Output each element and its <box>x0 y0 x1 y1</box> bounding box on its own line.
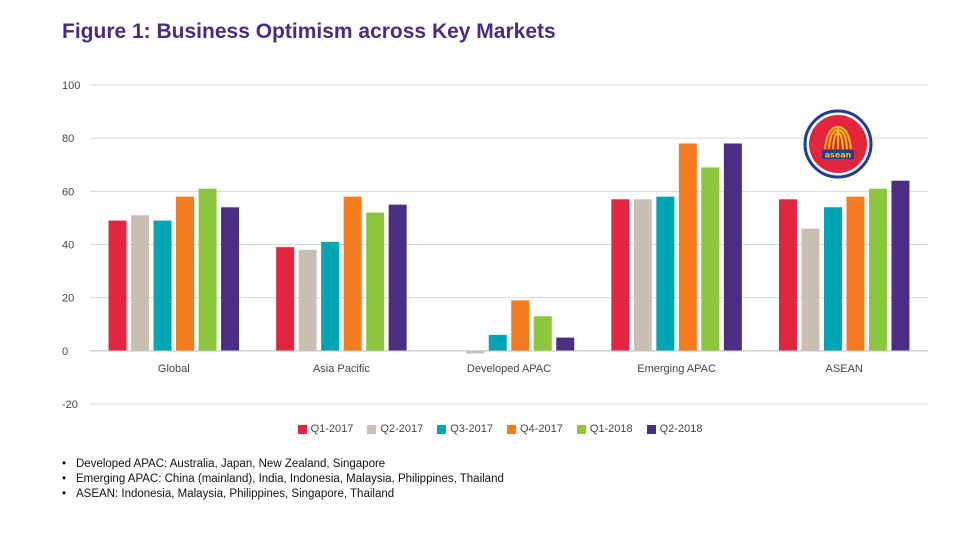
bar <box>466 350 485 354</box>
legend-label: Q4-2017 <box>520 423 563 435</box>
bar <box>198 188 217 351</box>
legend: Q1-2017 Q2-2017 Q3-2017 Q4-2017 Q1-2018 Q2-20… <box>0 423 960 435</box>
bar <box>701 167 720 351</box>
legend-item: Q1-2018 <box>576 423 633 435</box>
legend-swatch <box>576 424 586 434</box>
chart-title: Figure 1: Business Optimism across Key M… <box>62 20 556 43</box>
bar <box>556 337 575 351</box>
bar <box>488 334 507 351</box>
legend-item: Q3-2017 <box>437 423 493 435</box>
bar <box>723 143 742 351</box>
legend-label: Q2-2018 <box>659 423 703 435</box>
x-category-label: Global <box>158 363 190 375</box>
bar <box>153 220 172 351</box>
bar <box>343 196 362 351</box>
legend-item: Q2-2018 <box>646 423 703 435</box>
legend-swatch <box>437 424 447 434</box>
y-tick-label: 60 <box>62 186 74 198</box>
legend-label: Q1-2018 <box>589 423 633 435</box>
x-category-label: Developed APAC <box>467 363 551 375</box>
legend-swatch <box>507 424 516 434</box>
legend-item: Q4-2017 <box>507 423 563 435</box>
footnotes: Developed APAC: Australia, Japan, New Ze… <box>62 458 504 503</box>
bar <box>823 207 842 351</box>
legend-swatch <box>367 424 377 434</box>
bar <box>176 196 195 351</box>
bar <box>801 228 820 351</box>
x-category-label: Emerging APAC <box>637 363 716 375</box>
footnote-emerging-apac: Emerging APAC: China (mainland), India, … <box>62 473 504 485</box>
legend-item: Q1-2017 <box>297 423 354 435</box>
bar <box>868 188 887 351</box>
bar <box>511 300 530 351</box>
legend-label: Q2-2017 <box>380 423 424 435</box>
bar <box>221 207 240 351</box>
bar <box>891 180 910 351</box>
footnote-asean: ASEAN: Indonesia, Malaysia, Philippines,… <box>62 488 504 500</box>
x-category-label: ASEAN <box>826 363 863 375</box>
x-category-label: Asia Pacific <box>313 363 370 375</box>
y-tick-label: 80 <box>62 133 74 145</box>
y-tick-label: 40 <box>62 240 74 252</box>
bar <box>846 196 865 351</box>
bar <box>678 143 697 351</box>
asean-logo-icon: asean <box>803 109 873 184</box>
bar <box>276 247 295 351</box>
legend-label: Q1-2017 <box>310 423 354 435</box>
legend-label: Q3-2017 <box>450 423 493 435</box>
bar <box>533 316 552 351</box>
footnote-developed-apac: Developed APAC: Australia, Japan, New Ze… <box>62 458 504 470</box>
y-tick-label: 100 <box>62 80 80 92</box>
bar <box>611 199 630 351</box>
bar <box>388 204 407 351</box>
bar <box>131 215 150 351</box>
bar <box>298 249 317 351</box>
bar <box>366 212 385 351</box>
y-tick-label: -20 <box>62 399 78 411</box>
legend-item: Q2-2017 <box>367 423 423 435</box>
legend-swatch <box>646 424 656 434</box>
legend-swatch <box>297 424 307 434</box>
bar <box>656 196 675 351</box>
bar <box>633 199 652 351</box>
svg-text:asean: asean <box>825 151 852 160</box>
bar <box>778 199 797 351</box>
bar <box>108 220 127 351</box>
y-tick-label: 0 <box>62 346 68 358</box>
bar-chart: 100 80 60 40 20 0 -20 Global Asia Pacific Develop… <box>62 80 928 411</box>
y-tick-label: 20 <box>62 293 74 305</box>
bar <box>321 241 340 351</box>
